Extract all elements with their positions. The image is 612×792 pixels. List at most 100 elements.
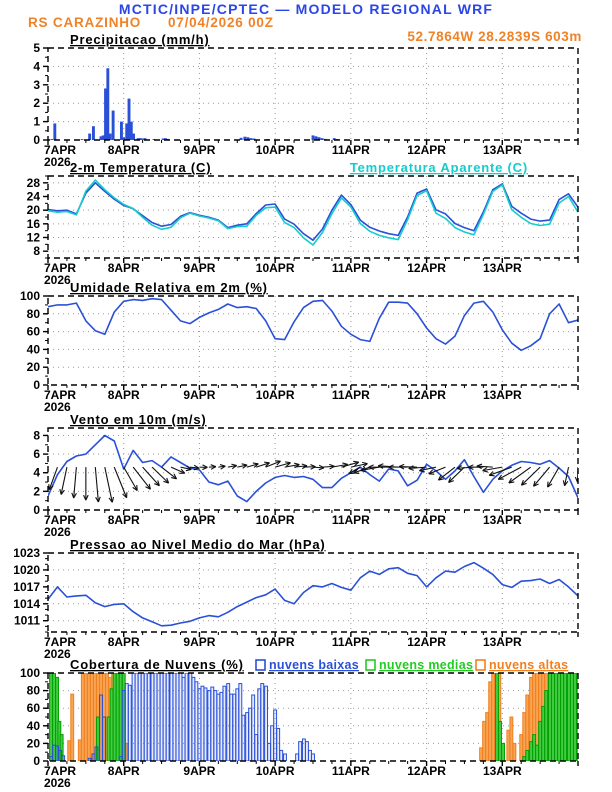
- svg-text:8APR: 8APR: [108, 261, 140, 275]
- panel-precip: 0 1 2 3 4 5 7APR 8APR 9APR 10APR 11APR 12APR 13APR 20…: [33, 32, 579, 169]
- svg-text:80: 80: [27, 307, 41, 321]
- svg-text:1017: 1017: [13, 580, 40, 594]
- plot-frame: [47, 427, 579, 511]
- svg-text:8APR: 8APR: [108, 635, 140, 649]
- svg-text:10APR: 10APR: [256, 261, 295, 275]
- panel-title: 2-m Temperatura (C): [70, 160, 211, 175]
- gridlines: [48, 296, 578, 385]
- svg-text:11APR: 11APR: [332, 143, 370, 157]
- panel-wind10m: 0 2 4 6 8 7APR 8APR 9APR 10APR 11APR 12APR 13APR 202…: [33, 412, 579, 539]
- series-rh2m: [48, 297, 578, 352]
- svg-text:4: 4: [33, 466, 40, 480]
- svg-text:12APR: 12APR: [407, 143, 446, 157]
- svg-text:9APR: 9APR: [183, 388, 215, 402]
- svg-text:6: 6: [33, 447, 40, 461]
- panel-title: Cobertura de Nuvens (%): [70, 657, 244, 672]
- legend-swatch-icon: [475, 659, 486, 671]
- plot-frame: [47, 552, 579, 633]
- svg-text:11APR: 11APR: [332, 635, 370, 649]
- series-precip: [50, 68, 339, 140]
- svg-text:7APR: 7APR: [44, 388, 76, 402]
- svg-text:60: 60: [27, 701, 41, 715]
- svg-text:11APR: 11APR: [332, 764, 370, 778]
- axis-labels: 0 20 40 60 80 100 7APR 8APR 9APR 10APR 11APR 12APR 1…: [20, 657, 579, 790]
- svg-text:16: 16: [27, 217, 41, 231]
- plot-frame: [47, 295, 579, 386]
- axis-labels: 1011 1014 1017 1020 1023 7APR 8APR 9APR 10APR 11A…: [13, 537, 579, 661]
- svg-text:2026: 2026: [44, 647, 71, 661]
- legend-swatch-icon: [365, 659, 376, 671]
- svg-text:0: 0: [33, 503, 40, 517]
- svg-text:7APR: 7APR: [44, 143, 76, 157]
- svg-text:2026: 2026: [44, 155, 71, 169]
- svg-text:3: 3: [33, 78, 40, 92]
- gridlines: [48, 428, 578, 510]
- svg-text:4: 4: [33, 59, 40, 73]
- legend-label: nuvens medias: [379, 658, 473, 672]
- svg-text:9APR: 9APR: [183, 261, 215, 275]
- svg-text:12APR: 12APR: [407, 261, 446, 275]
- svg-text:2026: 2026: [44, 776, 71, 790]
- legend-swatch-icon: [255, 659, 266, 671]
- svg-text:11APR: 11APR: [332, 261, 370, 275]
- panel-rh2m: 0 20 40 60 80 100 7APR 8APR 9APR 10APR 11APR 12APR 1…: [20, 280, 579, 414]
- svg-text:8: 8: [33, 244, 40, 258]
- svg-text:9APR: 9APR: [183, 635, 215, 649]
- svg-text:0: 0: [33, 133, 40, 147]
- series-slp: [48, 561, 578, 627]
- svg-text:20: 20: [27, 360, 41, 374]
- svg-text:12APR: 12APR: [407, 513, 446, 527]
- svg-text:60: 60: [27, 325, 41, 339]
- svg-text:12APR: 12APR: [407, 388, 446, 402]
- svg-text:7APR: 7APR: [44, 635, 76, 649]
- gridlines: [48, 673, 578, 761]
- svg-text:20: 20: [27, 203, 41, 217]
- axis-labels: 0 2 4 6 8 7APR 8APR 9APR 10APR 11APR 12APR 13APR 202…: [33, 412, 579, 539]
- svg-text:0: 0: [33, 754, 40, 768]
- panel-title: Vento em 10m (m/s): [70, 412, 207, 427]
- legend-label: nuvens altas: [489, 658, 568, 672]
- station-coordinates: 52.7864W 28.2839S 603m: [407, 29, 582, 44]
- legend-label: nuvens baixas: [269, 658, 359, 672]
- svg-text:10APR: 10APR: [256, 764, 295, 778]
- svg-text:13APR: 13APR: [483, 388, 522, 402]
- gridlines: [48, 48, 578, 140]
- svg-text:1020: 1020: [13, 563, 40, 577]
- svg-text:10APR: 10APR: [256, 143, 295, 157]
- svg-text:1011: 1011: [14, 614, 40, 628]
- svg-text:8APR: 8APR: [108, 764, 140, 778]
- panel-right-title: Temperatura Aparente (C): [350, 160, 528, 175]
- line-series: [48, 182, 578, 241]
- svg-text:8APR: 8APR: [108, 143, 140, 157]
- svg-text:13APR: 13APR: [483, 764, 522, 778]
- svg-text:13APR: 13APR: [483, 261, 522, 275]
- panel-title: Umidade Relativa em 2m (%): [70, 280, 268, 295]
- panel-title: Precipitacao (mm/h): [70, 32, 209, 47]
- svg-text:40: 40: [27, 342, 41, 356]
- svg-text:2026: 2026: [44, 273, 71, 287]
- svg-text:100: 100: [20, 666, 40, 680]
- panel-title: Pressao ao Nivel Medio do Mar (hPa): [70, 537, 326, 552]
- svg-text:13APR: 13APR: [483, 513, 522, 527]
- svg-text:10APR: 10APR: [256, 388, 295, 402]
- line-series: [48, 297, 578, 352]
- axis-labels: 0 20 40 60 80 100 7APR 8APR 9APR 10APR 11APR 12APR 1…: [20, 280, 579, 414]
- svg-text:9APR: 9APR: [183, 764, 215, 778]
- svg-text:1014: 1014: [13, 597, 40, 611]
- svg-text:8APR: 8APR: [108, 388, 140, 402]
- svg-text:11APR: 11APR: [332, 513, 370, 527]
- panel-slp: 1011 1014 1017 1020 1023 7APR 8APR 9APR 10APR 11A…: [13, 537, 579, 661]
- svg-text:10APR: 10APR: [256, 635, 295, 649]
- series-temp2m: [48, 179, 578, 246]
- svg-text:7APR: 7APR: [44, 513, 76, 527]
- svg-text:13APR: 13APR: [483, 635, 522, 649]
- svg-text:7APR: 7APR: [44, 764, 76, 778]
- svg-text:0: 0: [33, 378, 40, 392]
- svg-text:8APR: 8APR: [108, 513, 140, 527]
- svg-text:2026: 2026: [44, 525, 71, 539]
- svg-text:40: 40: [27, 719, 41, 733]
- line-series: [48, 179, 578, 246]
- svg-text:7APR: 7APR: [44, 261, 76, 275]
- svg-text:1: 1: [33, 115, 40, 129]
